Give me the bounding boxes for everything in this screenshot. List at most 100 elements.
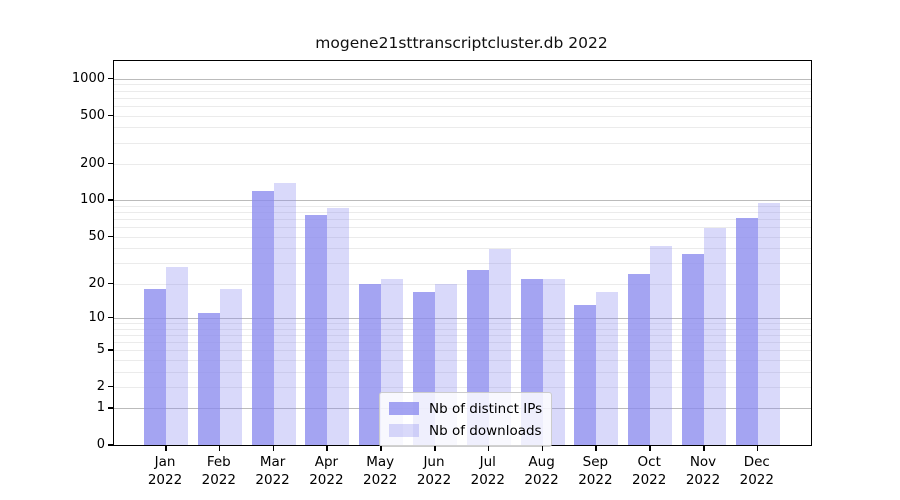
bar-downloads-nov: [704, 228, 726, 445]
gridline-minor: [114, 328, 811, 330]
x-tick-label: Aug 2022: [524, 454, 559, 488]
gridline-minor: [114, 105, 811, 107]
y-tick-label: 0: [96, 437, 105, 452]
y-tick-mark: [108, 349, 113, 351]
x-tick-mark: [326, 445, 328, 451]
x-tick-label: May 2022: [363, 454, 398, 488]
y-tick-mark: [108, 235, 113, 238]
x-tick-label: Sep 2022: [578, 454, 613, 488]
bar-distinct-ips-jan: [144, 288, 166, 445]
y-tick-label: 20: [88, 275, 105, 291]
y-tick-mark: [108, 444, 113, 446]
x-tick-mark: [541, 445, 544, 451]
x-tick-label: Jan 2022: [147, 454, 183, 488]
plot-area: Nb of distinct IPs Nb of downloads: [113, 60, 812, 447]
legend-swatch-distinct-ips: [389, 402, 419, 415]
y-tick-label: 5: [96, 342, 105, 358]
gridline-major: [114, 200, 811, 202]
bar-distinct-ips-sep: [574, 305, 597, 445]
gridline-major: [114, 317, 811, 319]
bar-distinct-ips-feb: [197, 313, 220, 445]
x-tick-label: Nov 2022: [685, 454, 721, 488]
gridline-minor: [114, 248, 811, 250]
bar-downloads-sep: [596, 291, 619, 445]
gridline-minor: [114, 142, 811, 144]
gridline-minor: [114, 341, 811, 343]
gridline-minor: [114, 205, 811, 207]
x-tick-mark: [595, 445, 597, 451]
gridline-minor: [114, 386, 811, 388]
y-tick-mark: [108, 199, 113, 201]
legend: Nb of distinct IPs Nb of downloads: [379, 392, 553, 447]
bar-distinct-ips-nov: [682, 253, 704, 445]
gridline-minor: [114, 84, 811, 86]
y-tick-label: 2: [96, 378, 105, 394]
gridline-minor: [114, 322, 811, 324]
x-tick-label: Dec 2022: [739, 454, 774, 488]
x-tick-label: Jun 2022: [416, 454, 452, 488]
legend-item-downloads: Nb of downloads: [389, 421, 542, 440]
legend-swatch-downloads: [389, 424, 419, 437]
y-tick-mark: [108, 385, 113, 388]
chart-title: mogene21sttranscriptcluster.db 2022: [315, 34, 608, 52]
legend-item-distinct-ips: Nb of distinct IPs: [389, 399, 542, 418]
bar-distinct-ips-apr: [305, 215, 328, 445]
bar-distinct-ips-may: [359, 283, 382, 445]
y-tick-mark: [108, 407, 113, 409]
x-tick-mark: [434, 445, 436, 451]
y-tick-label: 1000: [71, 70, 105, 86]
y-tick-mark: [108, 77, 113, 80]
gridline-minor: [114, 90, 811, 92]
gridline-minor: [114, 283, 811, 285]
gridline-minor: [114, 262, 811, 264]
x-tick-mark: [165, 445, 167, 451]
bar-downloads-apr: [327, 208, 350, 445]
x-tick-label: Jul 2022: [470, 454, 505, 488]
gridline-minor: [114, 236, 811, 238]
gridline-minor: [114, 350, 811, 352]
x-tick-label: Feb 2022: [201, 454, 236, 488]
x-tick-label: Oct 2022: [632, 454, 667, 488]
gridline-minor: [114, 227, 811, 229]
gridline-minor: [114, 219, 811, 221]
y-tick-mark: [108, 316, 113, 319]
y-tick-label: 100: [80, 192, 105, 208]
y-tick-label: 50: [88, 228, 105, 244]
bar-downloads-jan: [166, 266, 188, 445]
bar-distinct-ips-dec: [735, 217, 758, 445]
bar-downloads-oct: [650, 245, 673, 445]
x-tick-mark: [756, 445, 759, 451]
x-tick-mark: [649, 445, 651, 451]
x-tick-mark: [487, 445, 490, 451]
bar-downloads-mar: [273, 182, 296, 445]
gridline-minor: [114, 334, 811, 336]
y-tick-label: 1: [96, 400, 105, 416]
x-tick-label: Apr 2022: [309, 454, 344, 488]
bar-distinct-ips-oct: [628, 274, 651, 445]
y-tick-label: 10: [88, 309, 105, 325]
x-tick-label: Mar 2022: [255, 454, 290, 488]
legend-label-downloads: Nb of downloads: [429, 422, 542, 439]
x-tick-mark: [272, 445, 275, 451]
x-tick-mark: [218, 445, 221, 451]
x-tick-mark: [703, 445, 705, 451]
bar-downloads-dec: [757, 203, 780, 445]
x-tick-mark: [380, 445, 382, 451]
gridline-minor: [114, 115, 811, 117]
gridline-minor: [114, 127, 811, 129]
gridline-minor: [114, 212, 811, 214]
y-tick-label: 500: [80, 107, 105, 123]
gridline-minor: [114, 371, 811, 373]
y-tick-label: 200: [80, 155, 105, 171]
legend-label-distinct-ips: Nb of distinct IPs: [429, 400, 543, 417]
y-tick-mark: [108, 114, 113, 116]
gridline-minor: [114, 97, 811, 99]
y-tick-mark: [108, 282, 113, 285]
gridline-minor: [114, 163, 811, 165]
bar-downloads-feb: [219, 288, 242, 445]
y-tick-mark: [108, 162, 113, 165]
bar-distinct-ips-mar: [251, 190, 274, 445]
gridline-minor: [114, 359, 811, 361]
gridline-major: [114, 78, 811, 80]
